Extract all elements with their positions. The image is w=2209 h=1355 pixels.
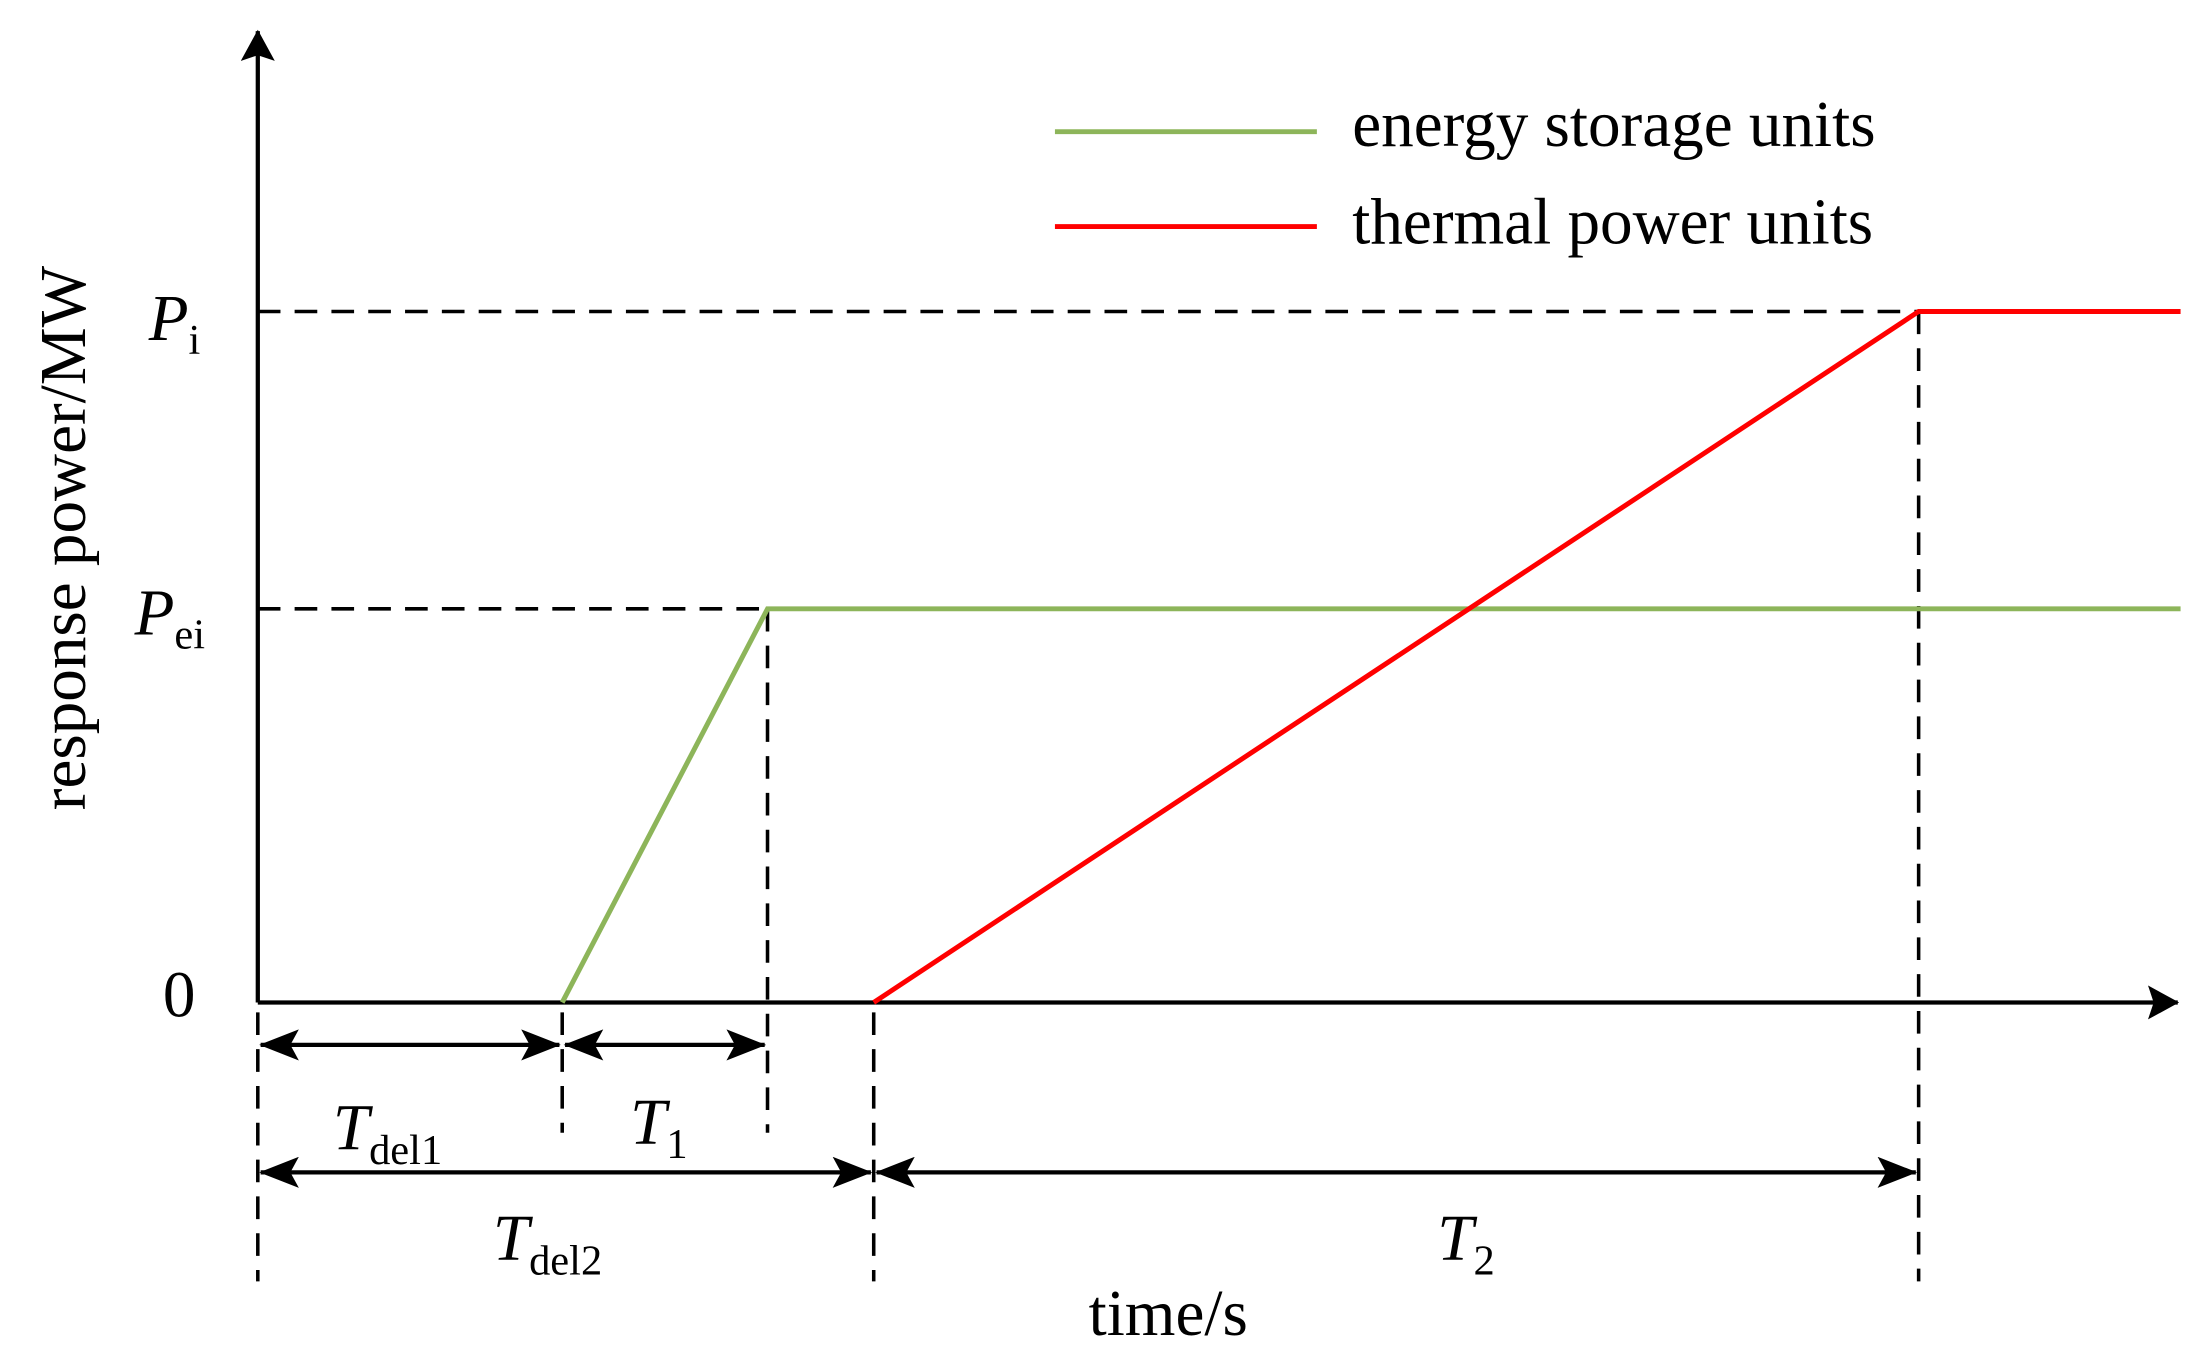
label-main: T: [630, 1087, 671, 1159]
interval-label: T2: [1437, 1203, 1494, 1284]
interval-label: Tdel1: [333, 1093, 442, 1174]
label-main: P: [148, 283, 189, 355]
label-sub: del1: [369, 1127, 442, 1174]
thermal-power-curve: [872, 309, 2181, 1005]
label-sub: i: [189, 317, 201, 364]
label-sub: 2: [1473, 1237, 1494, 1284]
label-sub: ei: [174, 611, 205, 658]
y-level-label: 0: [163, 960, 196, 1032]
label-main: T: [1437, 1203, 1478, 1275]
y-level-label: Pi: [148, 283, 201, 364]
interval-label: Tdel2: [493, 1203, 602, 1284]
label-sub: del2: [529, 1237, 602, 1284]
y-level-label: Pei: [134, 577, 205, 658]
energy-storage-curve: [560, 606, 2181, 1004]
label-main: P: [134, 577, 175, 649]
label-sub: 1: [666, 1121, 687, 1168]
legend-label: thermal power units: [1352, 187, 1873, 259]
legend-label: energy storage units: [1352, 89, 1875, 161]
x-axis-label: time/s: [1089, 1278, 1248, 1350]
y-axis-label: response power/MW: [28, 265, 100, 810]
label-main: T: [333, 1093, 374, 1165]
label-main: T: [493, 1203, 534, 1275]
interval-label: T1: [630, 1087, 687, 1168]
